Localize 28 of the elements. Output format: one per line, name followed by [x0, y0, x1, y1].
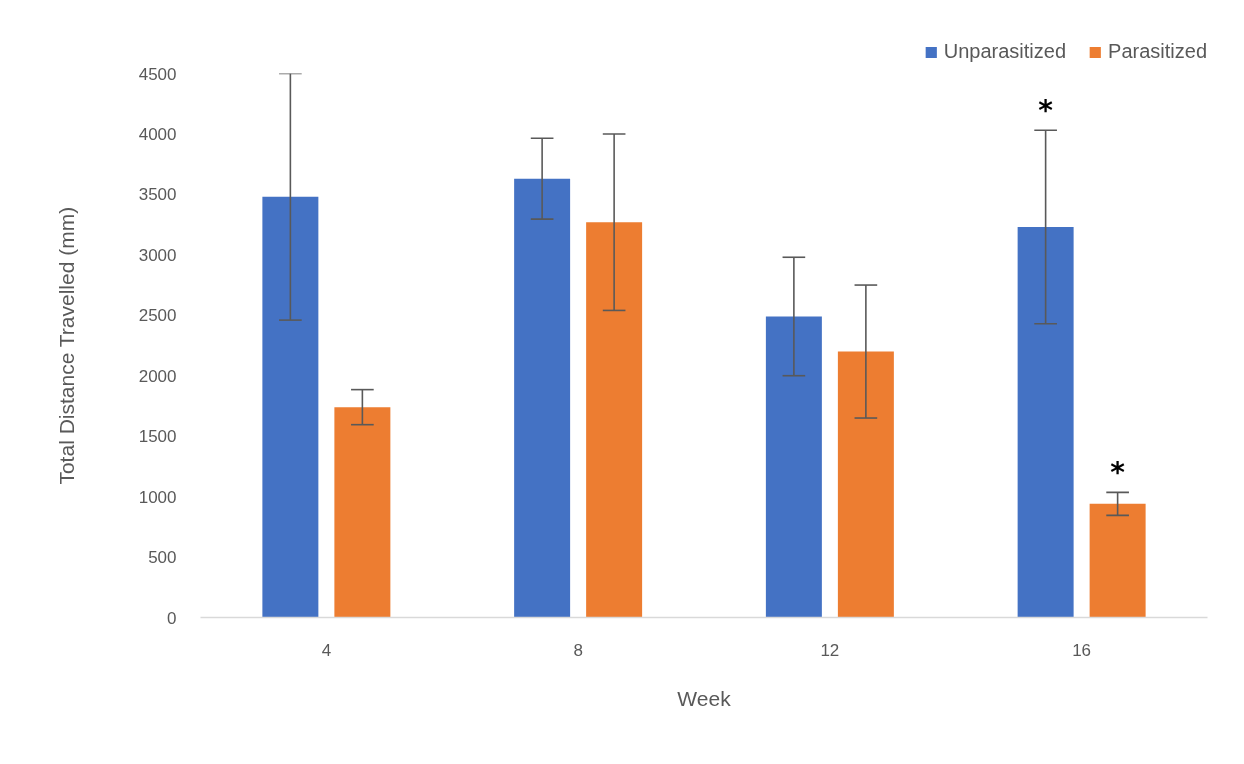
y-tick-label: 0: [167, 608, 177, 628]
bar: [334, 407, 391, 618]
bar: [262, 196, 319, 618]
y-tick-label: 2000: [138, 366, 177, 386]
x-tick-label: 8: [573, 640, 583, 660]
y-tick-label: 3500: [138, 185, 177, 205]
y-axis-title: Total Distance Travelled (mm): [54, 206, 78, 485]
bar: [765, 316, 822, 618]
bar: [514, 178, 571, 618]
x-axis-title: Week: [677, 686, 732, 710]
annotation: *: [1038, 94, 1054, 128]
annotation: *: [1110, 456, 1126, 490]
bar: [1017, 227, 1074, 618]
y-tick-label: 3000: [138, 245, 177, 265]
y-tick-label: 4500: [138, 64, 177, 84]
bar: [837, 351, 894, 618]
y-tick-label: 1500: [138, 427, 177, 447]
legend-label: Parasitized: [1108, 40, 1207, 63]
y-tick-label: 2500: [138, 306, 177, 326]
bar: [586, 222, 643, 618]
legend-label: Unparasitized: [943, 40, 1067, 63]
y-tick-label: 500: [148, 548, 177, 568]
x-tick-label: 4: [321, 640, 332, 660]
x-tick-label: 16: [1072, 640, 1092, 660]
x-tick-label: 12: [820, 640, 840, 660]
y-tick-label: 1000: [138, 487, 177, 507]
bar: [1089, 503, 1146, 618]
y-tick-label: 4000: [138, 124, 177, 144]
